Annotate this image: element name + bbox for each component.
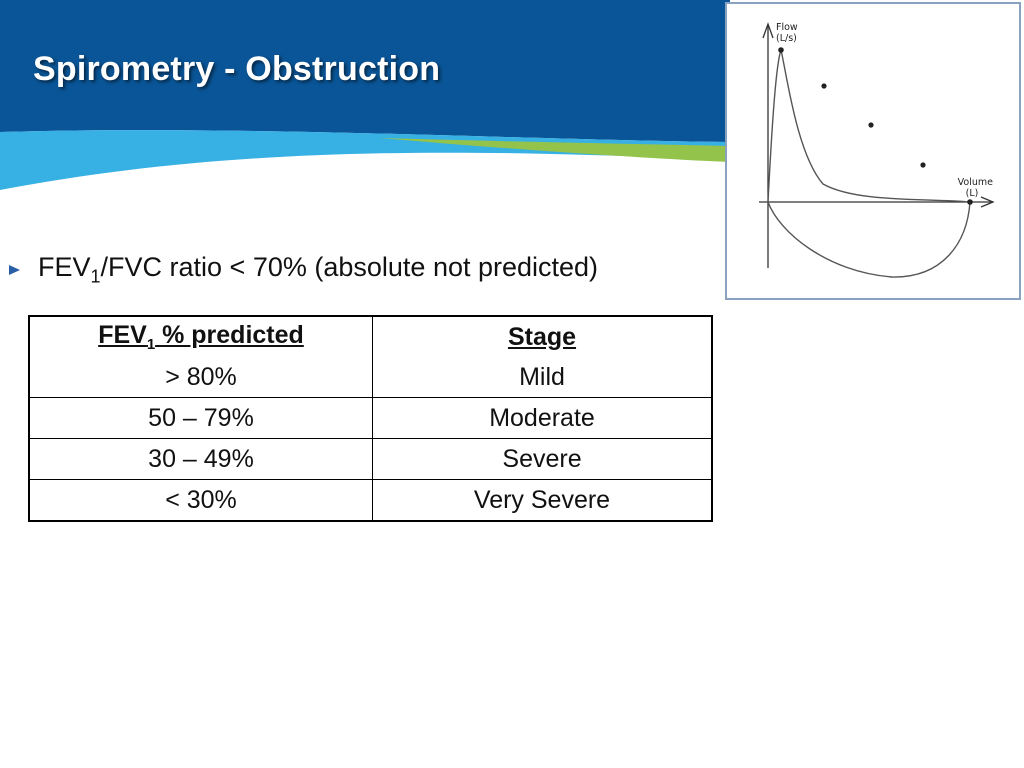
volume-axis-label: Volume xyxy=(958,177,993,188)
table-row: 50 – 79% Moderate xyxy=(28,397,713,439)
table-cell-stage: Very Severe xyxy=(372,479,713,521)
volume-axis-arrow xyxy=(980,196,995,208)
table-cell-stage: Moderate xyxy=(372,397,713,439)
table-cell-fev1: 30 – 49% xyxy=(28,438,373,480)
table-cell-fev1: > 80% xyxy=(28,357,373,398)
flow-axis-arrow xyxy=(762,22,774,39)
residual-volume-marker xyxy=(967,199,973,205)
header-fev1-predicted: FEV1 % predicted xyxy=(28,316,373,357)
expiratory-flow-curve xyxy=(767,47,971,203)
copd-stage-table: FEV1 % predicted Stage > 80% Mild 50 – 7… xyxy=(28,315,713,522)
table-row: < 30% Very Severe xyxy=(28,479,713,521)
peak-flow-marker xyxy=(778,47,784,53)
volume-axis-unit: (L) xyxy=(966,188,979,199)
header-blue-band xyxy=(0,0,730,142)
bullet-point: FEV1/FVC ratio < 70% (absolute not predi… xyxy=(6,250,598,290)
slide-header: Spirometry - Obstruction xyxy=(0,0,1024,200)
table-cell-stage: Mild xyxy=(372,357,713,398)
table-cell-fev1: 50 – 79% xyxy=(28,397,373,439)
table-cell-stage: Severe xyxy=(372,438,713,480)
inspiratory-flow-curve xyxy=(767,201,971,278)
flow-volume-chart-svg: Flow (L/s) Volume (L) xyxy=(759,22,995,278)
triangle-bullet-icon xyxy=(9,265,20,275)
table-cell-fev1: < 30% xyxy=(28,479,373,521)
slide-title: Spirometry - Obstruction xyxy=(33,50,441,88)
header-green-swoosh xyxy=(380,138,730,162)
flow-axis-label: Flow xyxy=(776,22,798,33)
predicted-flow-marker xyxy=(920,162,926,168)
table-row: > 80% Mild xyxy=(28,357,713,398)
table-header-row: FEV1 % predicted Stage xyxy=(28,316,713,357)
header-background xyxy=(0,0,730,190)
header-stage: Stage xyxy=(372,316,713,357)
flow-axis-unit: (L/s) xyxy=(776,33,797,44)
flow-volume-chart: Flow (L/s) Volume (L) xyxy=(725,2,1021,300)
predicted-flow-marker xyxy=(868,122,874,128)
bullet-text: FEV1/FVC ratio < 70% (absolute not predi… xyxy=(38,252,599,287)
table-row: 30 – 49% Severe xyxy=(28,438,713,480)
predicted-flow-marker xyxy=(821,83,827,89)
